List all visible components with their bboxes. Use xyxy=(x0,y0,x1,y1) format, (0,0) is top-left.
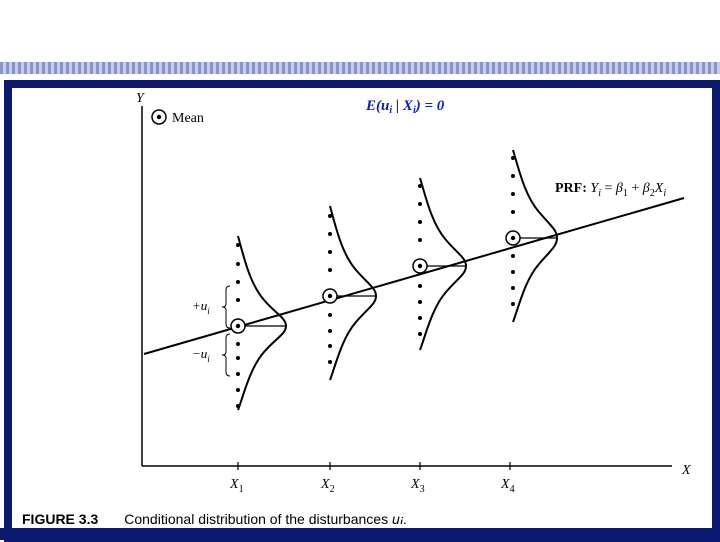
distribution-x4 xyxy=(505,149,559,323)
x-tick-label-2: X2 xyxy=(320,477,335,495)
x-tick-label-1: X1 xyxy=(229,477,244,495)
disturbance-braces: +ui −ui xyxy=(192,285,231,377)
distribution-x1 xyxy=(230,235,288,411)
y-axis-label: Y xyxy=(136,91,146,106)
mean-legend: Mean xyxy=(151,109,204,126)
figure-caption: FIGURE 3.3 Conditional distribution of th… xyxy=(22,511,407,524)
bottom-bar xyxy=(0,528,720,540)
minus-u-brace xyxy=(221,333,231,377)
mean-legend-dot xyxy=(156,114,162,120)
mean-legend-marker xyxy=(151,109,167,125)
observations-x4 xyxy=(511,156,515,306)
mean-legend-label: Mean xyxy=(172,111,204,126)
x-tick-label-4: X4 xyxy=(500,477,515,495)
mean-dot-x1 xyxy=(235,323,241,329)
x-ticks xyxy=(237,462,511,470)
mean-dot-x3 xyxy=(417,263,423,269)
mean-dot-x2 xyxy=(327,293,333,299)
prf-line xyxy=(143,197,685,355)
observations-x3 xyxy=(418,184,422,336)
x-axis-label: X xyxy=(681,463,691,478)
slide-frame xyxy=(4,80,720,542)
figure-caption-label: FIGURE 3.3 xyxy=(22,511,98,524)
distribution-x2 xyxy=(322,205,378,381)
x-tick-labels: X1 X2 X3 X4 xyxy=(229,477,515,495)
header-stripe xyxy=(0,62,720,74)
x-tick-label-3: X3 xyxy=(410,477,425,495)
density-curve-x1 xyxy=(237,235,288,411)
observations-x2 xyxy=(328,214,332,364)
minus-u-label: −ui xyxy=(192,346,210,364)
observations-x1 xyxy=(236,243,240,408)
conditional-distribution-diagram: Y X X1 X2 X3 X4 Mean E(ui | Xi) = 0 PRF:… xyxy=(22,91,691,524)
distribution-x3 xyxy=(412,177,468,351)
conditional-mean-annotation: E(ui | Xi) = 0 xyxy=(365,98,445,116)
prf-label: PRF: Yi = β1 + β2Xi xyxy=(555,181,666,199)
plus-u-brace xyxy=(221,285,231,329)
mean-dot-x4 xyxy=(510,235,516,241)
plus-u-label: +ui xyxy=(192,298,210,316)
